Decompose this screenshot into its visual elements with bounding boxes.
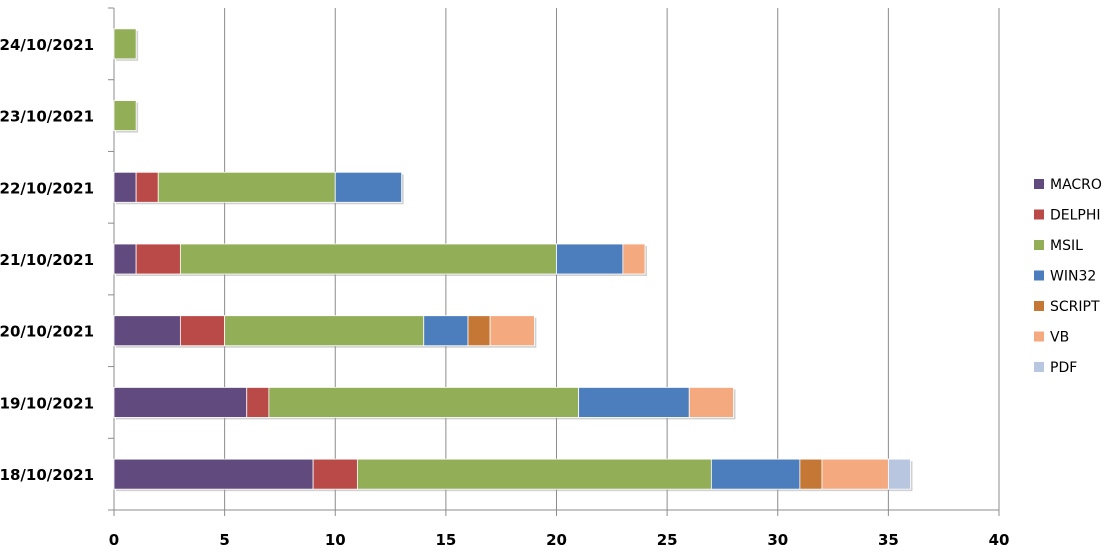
bar-segment-delphi-21/10/2021 [135, 243, 181, 275]
legend-label-msil: MSIL [1050, 238, 1083, 254]
bar-segment-win32-19/10/2021 [578, 387, 690, 418]
bar-segment-macro-20/10/2021 [113, 315, 181, 347]
x-tick-label: 30 [767, 531, 788, 549]
category-label: 19/10/2021 [0, 394, 94, 412]
x-tick-label: 35 [878, 531, 899, 549]
bar-segment-vb-20/10/2021 [489, 315, 535, 347]
bar-segment-macro-21/10/2021 [113, 243, 137, 275]
x-tick-label: 20 [546, 531, 567, 549]
bar-segment-vb-21/10/2021 [622, 243, 646, 275]
bar-segment-delphi-22/10/2021 [135, 171, 159, 203]
bar-segment-macro-22/10/2021 [113, 171, 137, 203]
category-label: 21/10/2021 [0, 251, 94, 269]
bar-segment-msil-18/10/2021 [356, 458, 712, 490]
legend-label-macro: MACRO [1050, 177, 1102, 193]
bar-segment-msil-19/10/2021 [268, 387, 580, 418]
legend-swatch-script [1034, 301, 1044, 311]
legend: MACRO DELPHI MSIL WIN32 SCRIPT VB PDF [1034, 177, 1102, 376]
legend-label-pdf: PDF [1050, 360, 1077, 376]
tick-labels: 0 5 10 15 20 25 30 35 40 [109, 531, 1010, 549]
category-label: 18/10/2021 [0, 466, 94, 484]
bar-segment-win32-20/10/2021 [423, 315, 469, 347]
x-tick-label: 25 [657, 531, 678, 549]
category-label: 22/10/2021 [0, 179, 94, 197]
legend-label-win32: WIN32 [1050, 269, 1096, 285]
legend-swatch-vb [1034, 331, 1044, 342]
bar-segment-vb-18/10/2021 [821, 458, 889, 490]
bar-segment-msil-24/10/2021 [113, 28, 137, 60]
bar-segment-macro-18/10/2021 [113, 458, 314, 490]
bar-segment-msil-21/10/2021 [179, 243, 557, 275]
bar-segment-msil-22/10/2021 [157, 171, 336, 203]
legend-label-script: SCRIPT [1050, 299, 1100, 315]
x-tick-label: 15 [435, 531, 456, 549]
bar-segment-delphi-18/10/2021 [312, 458, 358, 490]
bar-segment-msil-23/10/2021 [113, 100, 137, 131]
category-label: 20/10/2021 [0, 323, 94, 341]
bars [113, 28, 913, 492]
legend-label-vb: VB [1050, 330, 1069, 346]
category-label: 24/10/2021 [0, 36, 94, 54]
bar-segment-win32-22/10/2021 [334, 171, 403, 203]
legend-swatch-msil [1034, 240, 1044, 250]
legend-label-delphi: DELPHI [1050, 208, 1101, 224]
bar-segment-pdf-18/10/2021 [887, 458, 911, 490]
x-tick-label: 10 [325, 531, 346, 549]
category-label: 23/10/2021 [0, 108, 94, 126]
x-tick-label: 40 [989, 531, 1010, 549]
bar-segment-script-18/10/2021 [799, 458, 823, 490]
bar-segment-macro-19/10/2021 [113, 387, 248, 418]
x-tick-label: 0 [109, 531, 119, 549]
bar-segment-msil-20/10/2021 [224, 315, 425, 347]
x-tick-label: 5 [219, 531, 229, 549]
legend-swatch-delphi [1034, 209, 1044, 220]
bar-segment-win32-18/10/2021 [710, 458, 801, 490]
bar-segment-vb-19/10/2021 [688, 387, 734, 418]
bar-segment-delphi-19/10/2021 [246, 387, 270, 418]
bar-segment-script-20/10/2021 [467, 315, 491, 347]
bar-segment-delphi-20/10/2021 [179, 315, 226, 347]
category-labels: 18/10/2021 19/10/2021 20/10/2021 21/10/2021… [0, 36, 94, 484]
legend-swatch-pdf [1034, 362, 1044, 372]
legend-swatch-macro [1034, 179, 1044, 189]
bar-segment-win32-21/10/2021 [556, 243, 624, 275]
legend-swatch-win32 [1034, 270, 1044, 281]
